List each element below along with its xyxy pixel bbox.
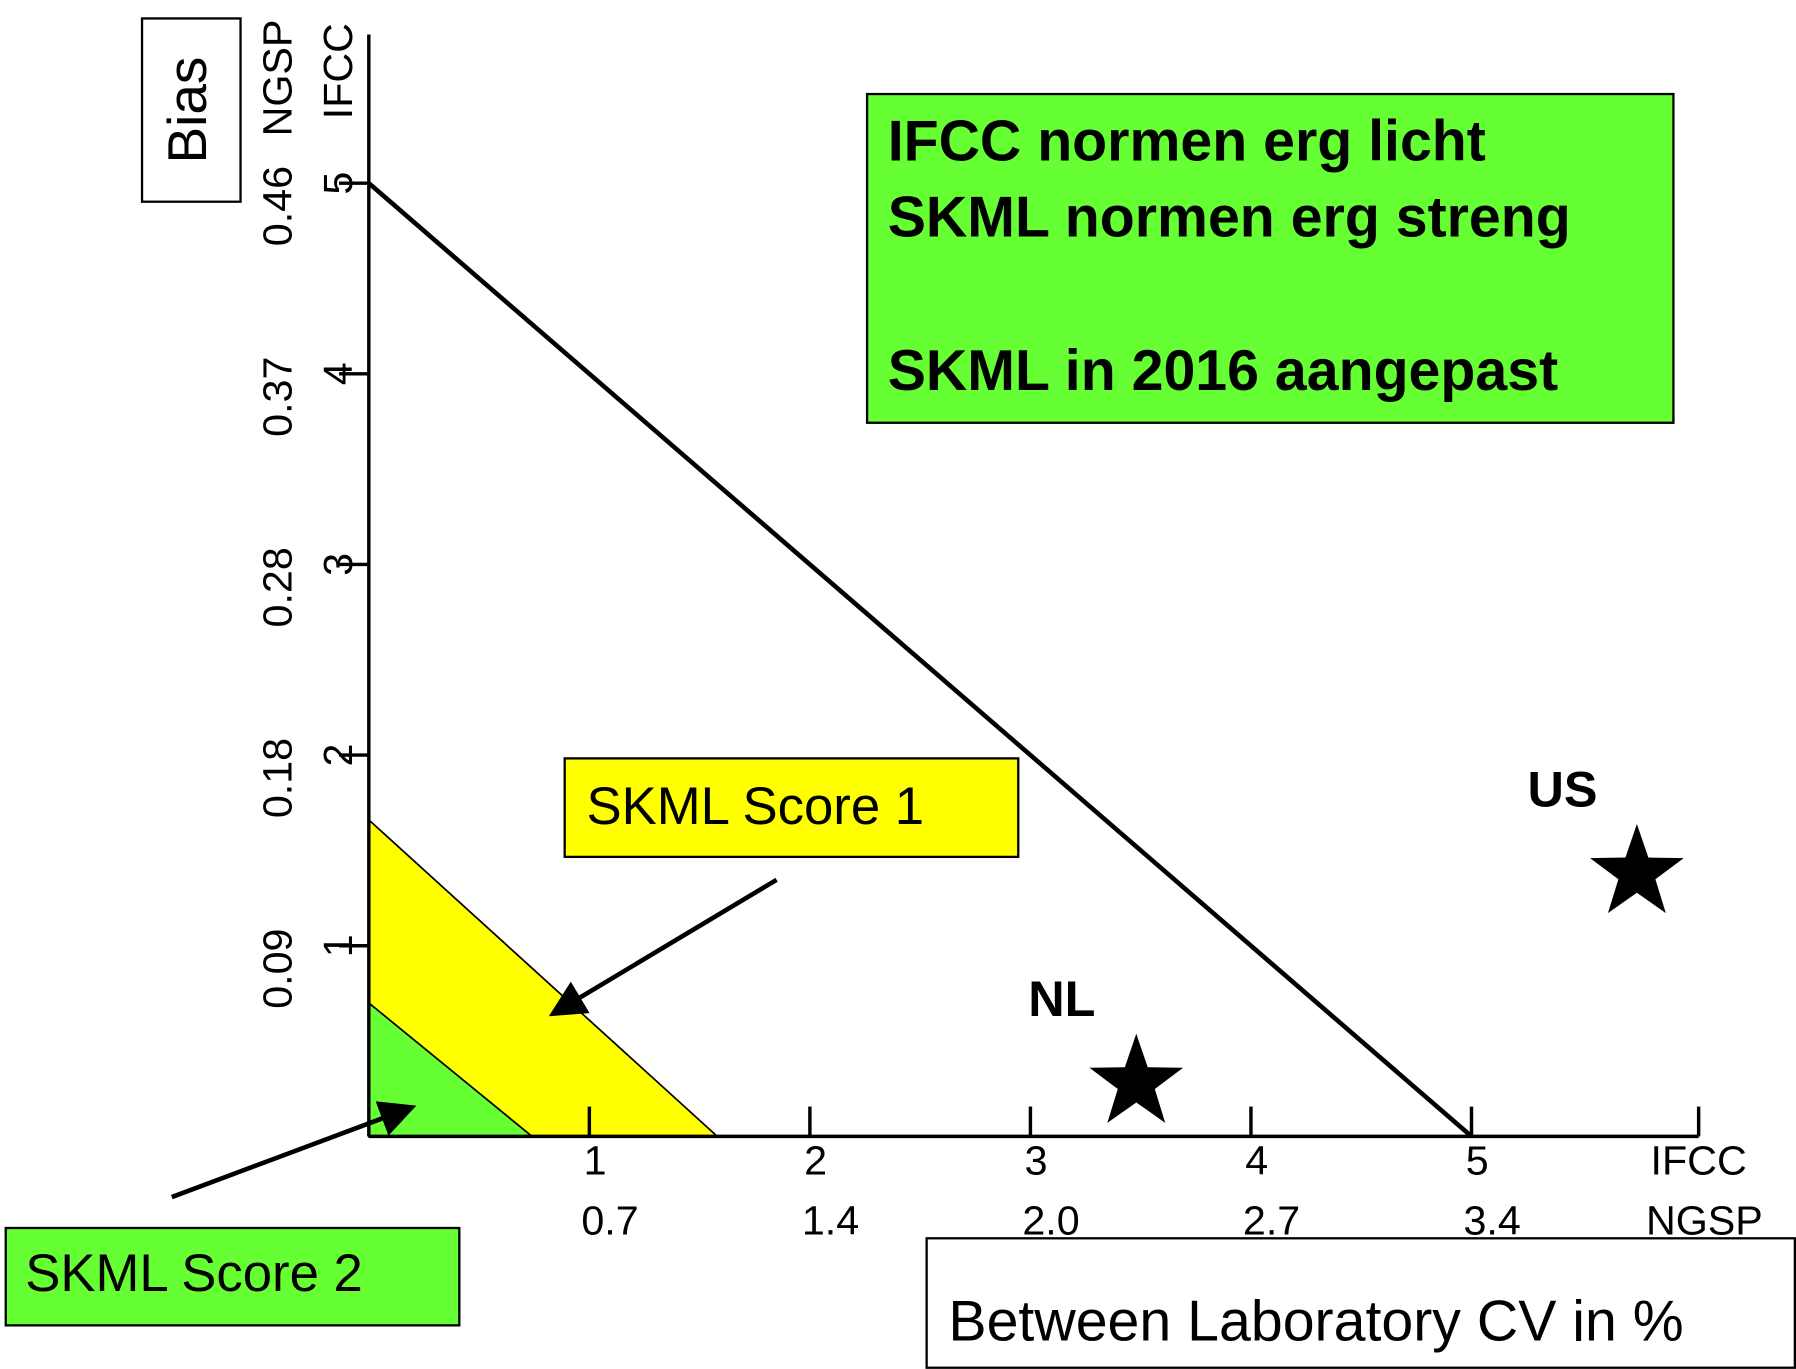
legend-box (4, 1226, 461, 1327)
y-tick-label-2: 0.46 (255, 166, 301, 246)
y-axis-label: Bias (156, 57, 218, 164)
x-tick-label: 5 (1466, 1138, 1489, 1184)
x-unit: IFCC (1651, 1138, 1747, 1184)
limit-line (367, 181, 1473, 1139)
legend-label: SKML Score 2 (25, 1244, 363, 1303)
legend-label: SKML Score 1 (586, 777, 924, 836)
y-tick-label-2: 0.18 (255, 738, 301, 818)
y-tick-label: 3 (315, 553, 361, 576)
star (1590, 824, 1684, 914)
note-line: SKML normen erg streng (888, 185, 1571, 249)
y-tick-label-2: 0.09 (255, 929, 301, 1009)
x-tick-label-2: 0.7 (581, 1197, 638, 1243)
y-unit: NGSP (255, 20, 301, 137)
y-unit: IFCC (315, 23, 361, 119)
y-label-box (140, 17, 242, 203)
x-unit: NGSP (1646, 1197, 1763, 1243)
x-axis-label: Between Laboratory CV in % (948, 1289, 1683, 1353)
note-box (865, 92, 1675, 424)
y-tick-label: 5 (315, 172, 361, 195)
legend-box (563, 757, 1020, 859)
star (1089, 1033, 1184, 1123)
x-tick-label: 3 (1025, 1138, 1048, 1184)
x-tick-label: 4 (1245, 1138, 1268, 1184)
point-label: NL (1028, 970, 1095, 1027)
y-tick-label: 1 (315, 934, 361, 957)
y-tick-label-2: 0.37 (255, 357, 301, 437)
x-tick-label-2: 2.7 (1243, 1197, 1300, 1243)
x-tick-label-2: 3.4 (1463, 1197, 1520, 1243)
y-tick-label-2: 0.28 (255, 547, 301, 627)
x-label-box (925, 1237, 1796, 1369)
y-tick-label: 2 (315, 744, 361, 767)
x-tick-label: 2 (804, 1138, 827, 1184)
point-label: US (1527, 760, 1597, 817)
x-tick-label-2: 1.4 (802, 1197, 859, 1243)
arrow (171, 1101, 417, 1200)
x-tick-label: 1 (584, 1138, 607, 1184)
arrow (548, 877, 778, 1017)
note-line: IFCC normen erg licht (888, 110, 1486, 174)
x-tick-label-2: 2.0 (1022, 1197, 1079, 1243)
y-tick-label: 4 (315, 362, 361, 385)
note-line: SKML in 2016 aangepast (888, 339, 1558, 403)
